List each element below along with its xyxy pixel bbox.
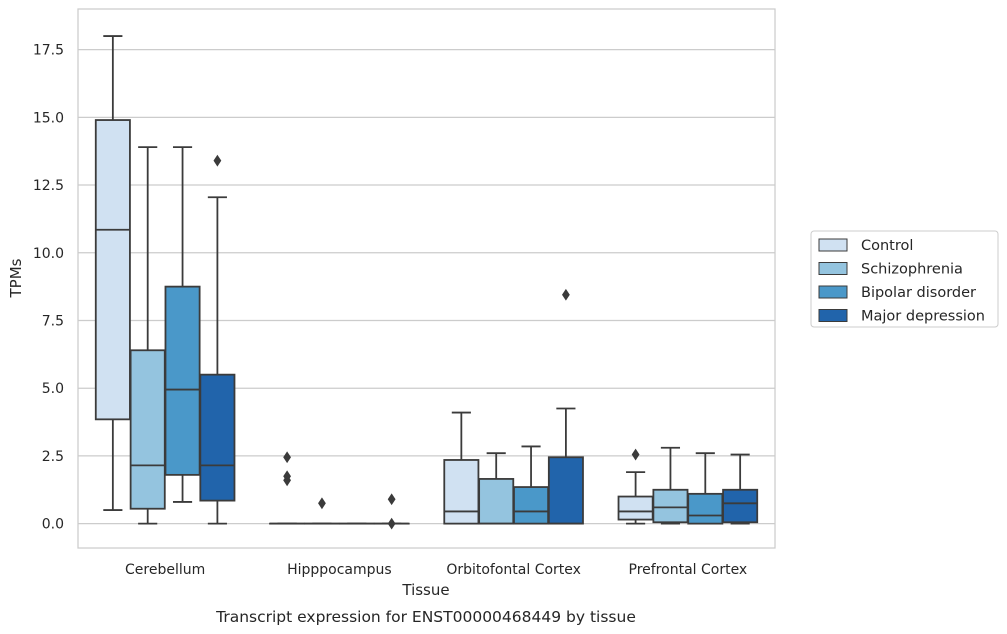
x-tick-label: Orbitofontal Cortex — [446, 562, 581, 578]
y-tick-label: 5.0 — [42, 381, 64, 397]
box-2-3 — [547, 288, 584, 525]
box-3-0 — [617, 448, 654, 525]
legend-frame — [810, 230, 999, 328]
box-iqr — [199, 373, 236, 502]
y-tick-label: 17.5 — [33, 43, 64, 59]
box-3-2 — [687, 452, 724, 525]
box-0-1 — [129, 146, 166, 525]
y-tick-label: 12.5 — [33, 178, 64, 194]
box-iqr — [617, 495, 654, 521]
y-tick-label: 7.5 — [42, 313, 64, 329]
box-iqr — [94, 119, 131, 421]
legend-swatch — [818, 262, 848, 275]
box-iqr — [513, 486, 550, 525]
box-3-3 — [722, 453, 759, 525]
box-iqr — [164, 285, 201, 476]
outlier-point — [562, 288, 570, 301]
x-tick-label: Prefrontal Cortex — [629, 562, 748, 578]
box-2-2 — [513, 445, 550, 525]
outlier-point — [387, 493, 396, 506]
box-1-0 — [269, 451, 306, 525]
legend-label: Bipolar disorder — [861, 285, 976, 301]
box-iqr — [129, 349, 166, 510]
box-0-3 — [199, 154, 236, 525]
outlier-point — [631, 448, 640, 461]
box-0-0 — [94, 35, 131, 511]
outlier-point — [283, 470, 291, 483]
y-axis-label: TPMs — [7, 258, 25, 298]
box-2-0 — [443, 411, 480, 525]
legend-swatch — [818, 238, 848, 252]
chart-caption: Transcript expression for ENST0000046844… — [215, 608, 636, 626]
box-0-2 — [164, 146, 201, 503]
box-iqr — [722, 488, 759, 524]
box-iqr — [478, 478, 515, 525]
legend-label: Major depression — [861, 309, 985, 325]
box-1-3 — [373, 493, 410, 530]
legend-swatch — [818, 309, 848, 322]
y-tick-label: 2.5 — [42, 449, 64, 465]
box-2-1 — [478, 452, 515, 525]
x-tick-label: Cerebellum — [125, 562, 205, 578]
box-iqr — [652, 488, 689, 524]
outlier-point — [213, 154, 222, 167]
legend-label: Control — [861, 238, 913, 254]
box-3-1 — [652, 446, 689, 525]
y-tick-label: 10.0 — [33, 246, 64, 262]
box-iqr — [687, 492, 724, 525]
y-tick-label: 0.0 — [42, 517, 64, 533]
legend-label: Schizophrenia — [861, 262, 963, 278]
x-axis-label: Tissue — [401, 581, 449, 599]
box-iqr — [547, 456, 584, 525]
outlier-point — [387, 517, 396, 530]
x-tick-label: Hipppocampus — [287, 562, 392, 578]
plot-frame — [77, 8, 776, 549]
y-tick-labels: 0.0 2.5 5.0 7.5 10.0 12.5 15.0 17.5 — [33, 43, 64, 533]
outlier-point — [283, 451, 291, 464]
x-tick-labels: Cerebellum Hipppocampus Orbitofontal Corte… — [125, 562, 747, 578]
legend-swatch — [818, 285, 848, 299]
legend: Control Schizophrenia Bipolar disorder Majo… — [810, 230, 999, 328]
y-tick-label: 15.0 — [33, 110, 64, 126]
box-iqr — [443, 459, 480, 525]
outlier-point — [318, 497, 326, 510]
boxes-layer — [94, 35, 759, 530]
box-1-1 — [303, 497, 340, 525]
